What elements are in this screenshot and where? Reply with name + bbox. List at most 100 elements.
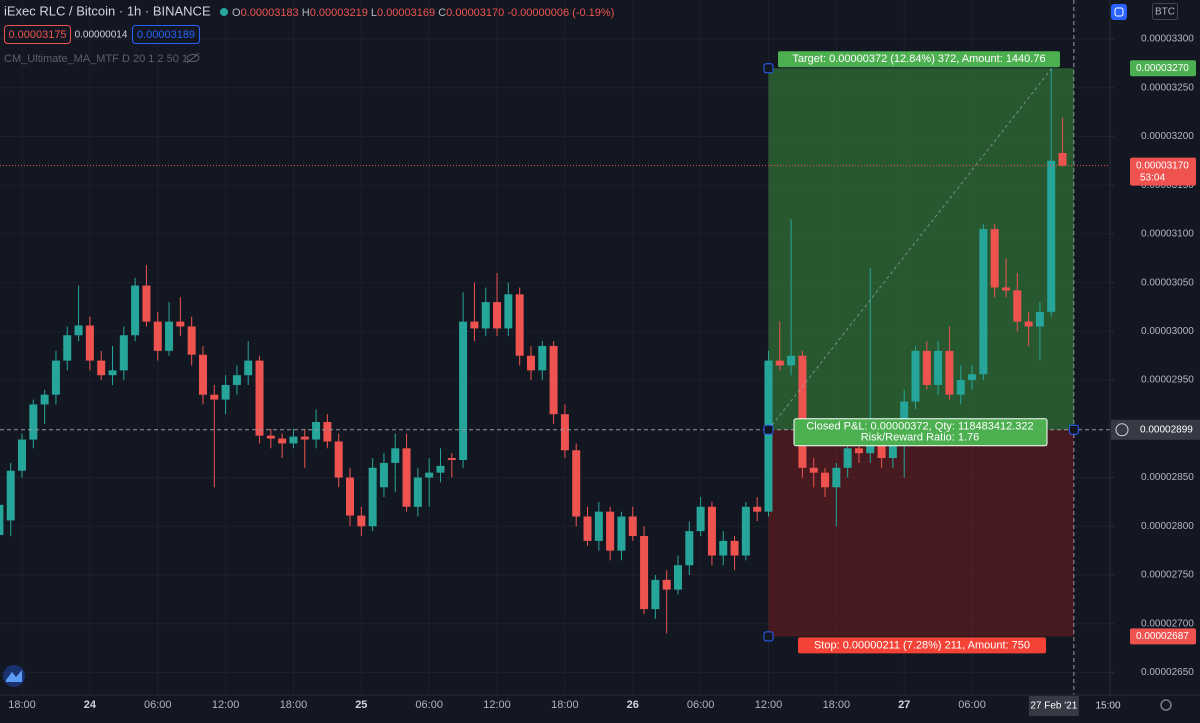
candle-body bbox=[436, 465, 445, 473]
candle-body bbox=[798, 355, 807, 468]
candle-body bbox=[617, 516, 626, 551]
candle-body bbox=[402, 448, 411, 507]
candle-body bbox=[334, 441, 343, 478]
candle-body bbox=[719, 540, 728, 556]
target-zone bbox=[768, 68, 1074, 430]
candle-body bbox=[0, 504, 4, 536]
add-alert-icon[interactable] bbox=[1115, 423, 1129, 437]
candle-body bbox=[142, 285, 151, 322]
candle-body bbox=[379, 462, 388, 488]
y-tick-label: 0.00003300 bbox=[1141, 34, 1194, 45]
x-tick-label: 18:00 bbox=[551, 699, 579, 711]
candle-body bbox=[968, 374, 977, 381]
stop-price-box bbox=[1130, 628, 1196, 645]
change: -0.00000006 (-0.19%) bbox=[507, 7, 614, 19]
target-price-box bbox=[1130, 60, 1196, 77]
candle-body bbox=[753, 506, 762, 512]
stop-price: 0.00002687 bbox=[1136, 631, 1189, 642]
candle-body bbox=[990, 229, 999, 288]
visibility-icon-slash bbox=[186, 52, 200, 64]
candle-body bbox=[300, 436, 309, 440]
candle-body bbox=[198, 354, 207, 395]
candle-body bbox=[1058, 153, 1067, 166]
ohlc-key: C bbox=[438, 7, 446, 19]
candle-body bbox=[504, 294, 513, 329]
target-label-box bbox=[778, 51, 1060, 68]
position-handle[interactable] bbox=[763, 631, 774, 642]
candle-body bbox=[1047, 160, 1056, 312]
crosshair-date: 27 Feb '21 bbox=[1030, 701, 1077, 712]
position-handle[interactable] bbox=[763, 424, 774, 435]
x-tick-label: 18:00 bbox=[823, 699, 851, 711]
visibility-icon[interactable] bbox=[186, 54, 200, 62]
candle-body bbox=[956, 380, 965, 395]
ohlc-value: 0.00003170 bbox=[446, 7, 504, 19]
last-price: 0.00003170 bbox=[1136, 160, 1189, 171]
x-tick-label: 24 bbox=[84, 699, 97, 711]
x-tick-label: 25 bbox=[355, 699, 367, 711]
currency[interactable]: BTC bbox=[1155, 7, 1175, 18]
candle-body bbox=[29, 404, 38, 440]
candle-body bbox=[187, 326, 196, 355]
candle-body bbox=[934, 350, 943, 385]
symbol-title: iExec RLC / Bitcoin · 1h · BINANCE bbox=[4, 3, 211, 18]
candle-body bbox=[6, 470, 15, 521]
axis-settings[interactable] bbox=[1160, 699, 1172, 711]
crosshair-price: 0.00002899 bbox=[1140, 424, 1193, 435]
candle-body bbox=[945, 350, 954, 395]
pnl-label: Closed P&L: 0.00000372, Qty: 118483412.3… bbox=[806, 421, 1033, 433]
y-tick-label: 0.00002750 bbox=[1141, 570, 1194, 581]
settings-button[interactable] bbox=[1111, 4, 1127, 20]
x-tick-label: 06:00 bbox=[958, 699, 986, 711]
candle-body bbox=[481, 302, 490, 329]
candle-body bbox=[730, 540, 739, 556]
sell-price[interactable]: 0.00003175 bbox=[8, 29, 66, 41]
ohlc-key: O bbox=[232, 7, 241, 19]
candle-body bbox=[97, 360, 106, 376]
y-tick-label: 0.00003050 bbox=[1141, 277, 1194, 288]
ohlc-value: 0.00003169 bbox=[377, 7, 435, 19]
candle-body bbox=[594, 511, 603, 541]
candle-body bbox=[787, 355, 796, 366]
candle-body bbox=[549, 345, 558, 415]
candle-body bbox=[606, 511, 615, 551]
candle-body bbox=[662, 579, 671, 590]
last-price-box bbox=[1130, 157, 1196, 186]
y-tick-label: 0.00003100 bbox=[1141, 229, 1194, 240]
candle-body bbox=[85, 325, 94, 361]
currency-box[interactable] bbox=[1152, 3, 1178, 20]
candle-body bbox=[854, 448, 863, 454]
candle-body bbox=[1035, 311, 1044, 327]
candle-body bbox=[447, 458, 456, 460]
x-tick-label: 26 bbox=[627, 699, 639, 711]
sell-button[interactable] bbox=[4, 25, 71, 44]
market-status bbox=[220, 8, 228, 16]
position-zones bbox=[768, 68, 1074, 637]
position-handle[interactable] bbox=[1068, 424, 1079, 435]
indicator-label: CM_Ultimate_MA_MTF D 20 1 2 50 1 bbox=[4, 53, 188, 65]
y-tick-label: 0.00003250 bbox=[1141, 82, 1194, 93]
candle-body bbox=[289, 436, 298, 444]
candle-body bbox=[843, 448, 852, 468]
x-tick-label: 18:00 bbox=[8, 699, 36, 711]
candle-body bbox=[244, 360, 253, 376]
candle-body bbox=[232, 375, 241, 385]
pnl-label-box bbox=[793, 418, 1048, 447]
spread: 0.00000014 bbox=[75, 30, 128, 41]
candle-body bbox=[877, 443, 886, 459]
candle-body bbox=[809, 467, 818, 473]
candle-body bbox=[1001, 287, 1010, 291]
position-handle[interactable] bbox=[763, 63, 774, 74]
buy-price[interactable]: 0.00003189 bbox=[137, 29, 195, 41]
candle-body bbox=[741, 506, 750, 556]
y-tick-label: 0.00002950 bbox=[1141, 375, 1194, 386]
crosshair-price-box bbox=[1111, 419, 1200, 440]
candle-body bbox=[526, 355, 535, 371]
candle-body bbox=[74, 325, 83, 336]
ohlc-legend: O0.00003183 H0.00003219 L0.00003169 C0.0… bbox=[232, 7, 614, 19]
candle-body bbox=[165, 321, 174, 351]
candle-body bbox=[674, 565, 682, 590]
candle-body bbox=[459, 321, 468, 460]
candle-body bbox=[368, 467, 377, 527]
buy-button[interactable] bbox=[132, 25, 200, 44]
